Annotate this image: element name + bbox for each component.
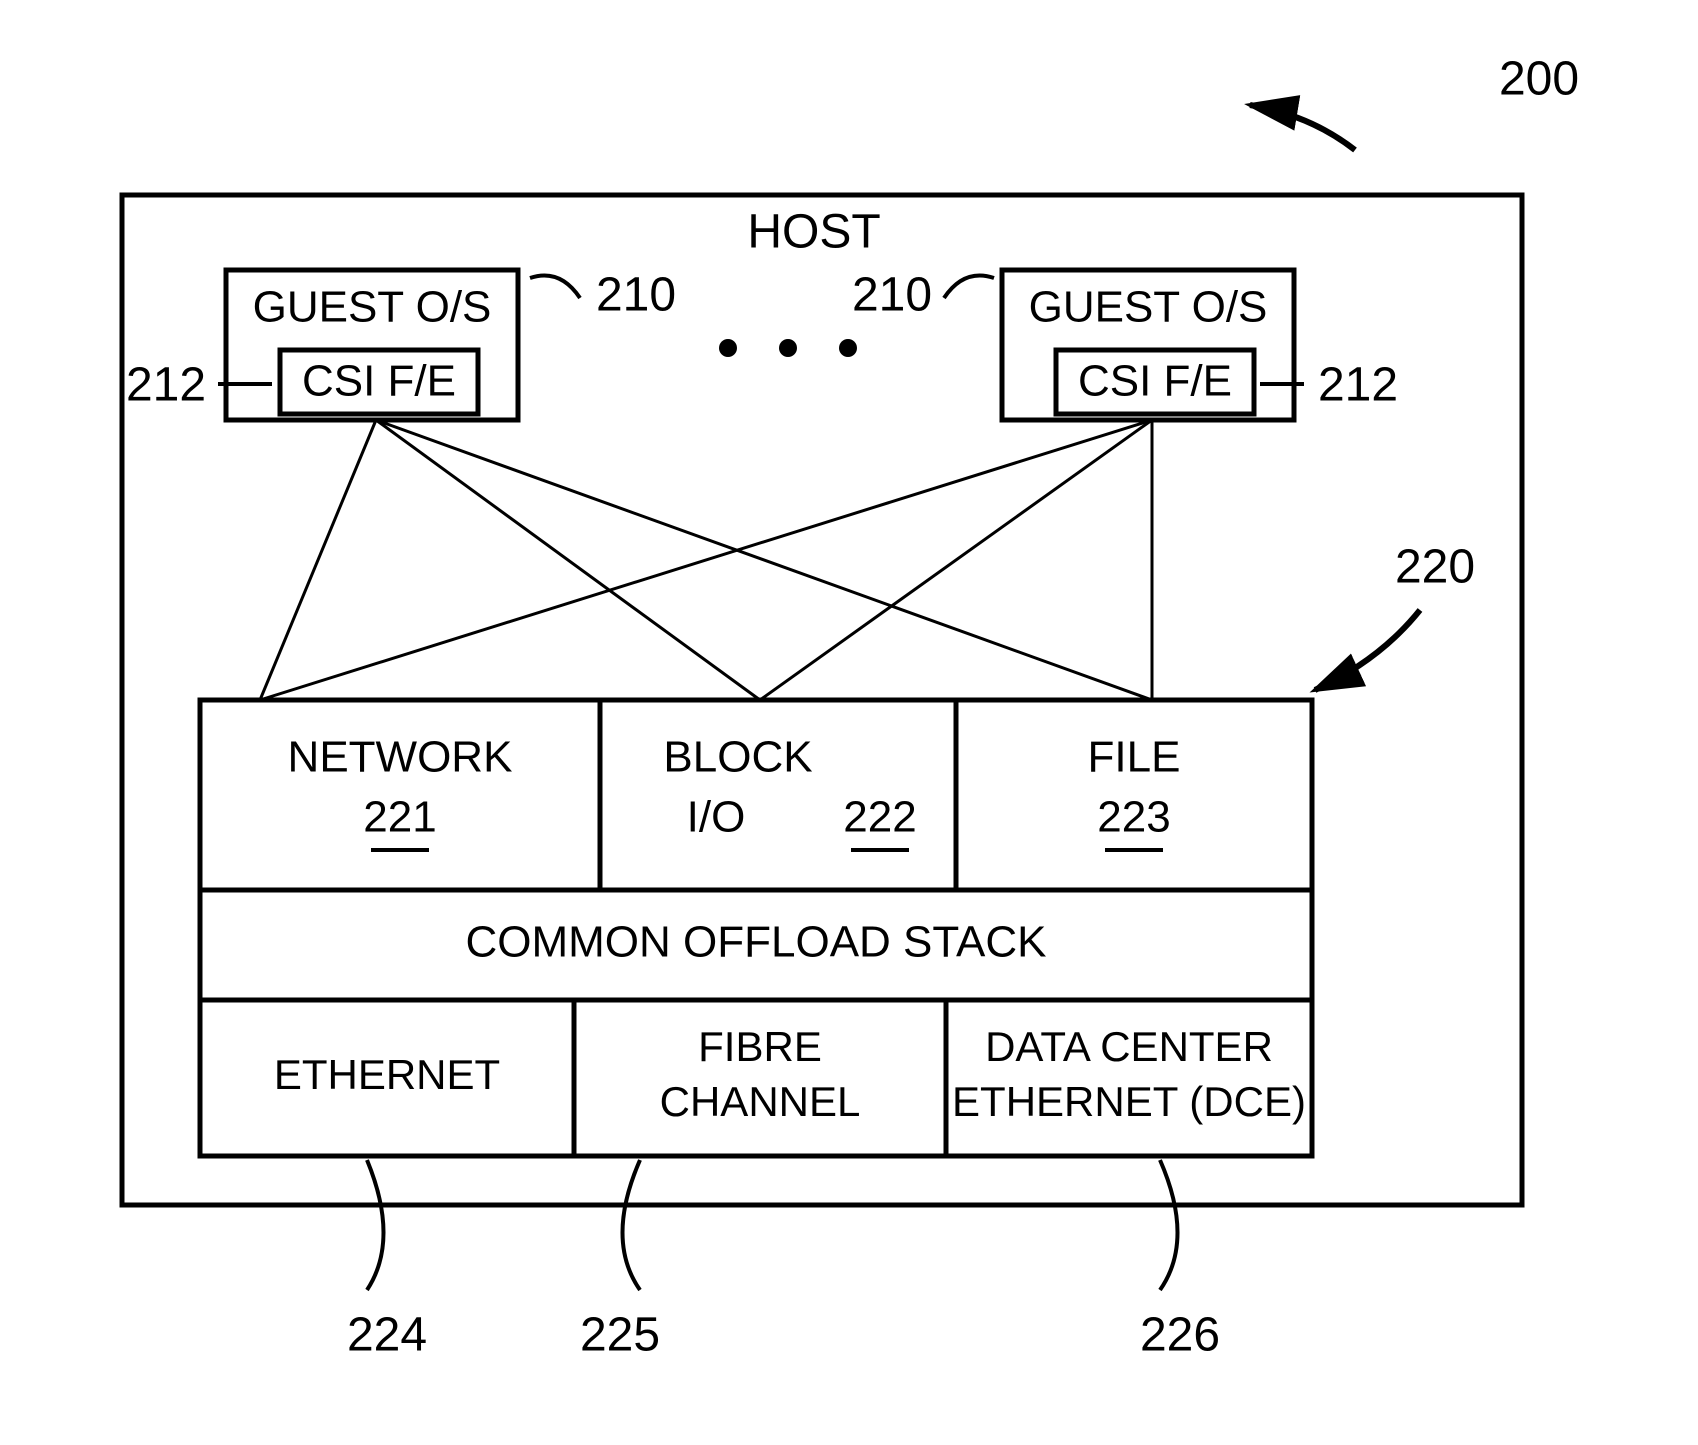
csi-fe-label-0: CSI F/E [302, 357, 456, 406]
ref-212-0: 212 [126, 359, 206, 412]
guest-os-label-1: GUEST O/S [1029, 283, 1268, 332]
row1-ref-1: 222 [843, 793, 916, 842]
ref-212-1: 212 [1318, 359, 1398, 412]
row2-label: COMMON OFFLOAD STACK [466, 918, 1047, 967]
row3-label-1-a: FIBRE [698, 1023, 822, 1070]
row1-label-2: FILE [1088, 733, 1181, 782]
ref-210-0: 210 [596, 269, 676, 322]
row3-label-0: ETHERNET [274, 1051, 500, 1098]
bottom-ref-0: 224 [347, 1309, 427, 1362]
row3-label-2-b: ETHERNET (DCE) [952, 1078, 1306, 1125]
host-diagram: 200 HOST GUEST O/S CSI F/E 210 212 GUEST O/S CS… [0, 0, 1698, 1445]
bottom-ref-2: 226 [1140, 1309, 1220, 1362]
ellipsis-dot-0 [719, 339, 737, 357]
bottom-ref-1: 225 [580, 1309, 660, 1362]
ellipsis-dot-2 [839, 339, 857, 357]
csi-fe-label-1: CSI F/E [1078, 357, 1232, 406]
row1-label-1-a: BLOCK [663, 733, 812, 782]
row3-label-2-a: DATA CENTER [985, 1023, 1273, 1070]
row1-ref-2: 223 [1097, 793, 1170, 842]
host-label: HOST [747, 206, 880, 259]
ellipsis-dot-1 [779, 339, 797, 357]
figure-ref-200: 200 [1499, 53, 1579, 106]
row1-label-1-b: I/O [687, 793, 746, 842]
ref-210-1: 210 [852, 269, 932, 322]
ref-220: 220 [1395, 541, 1475, 594]
row1-ref-0: 221 [363, 793, 436, 842]
guest-os-label-0: GUEST O/S [253, 283, 492, 332]
row1-label-0: NETWORK [288, 733, 513, 782]
row3-label-1-b: CHANNEL [660, 1078, 861, 1125]
